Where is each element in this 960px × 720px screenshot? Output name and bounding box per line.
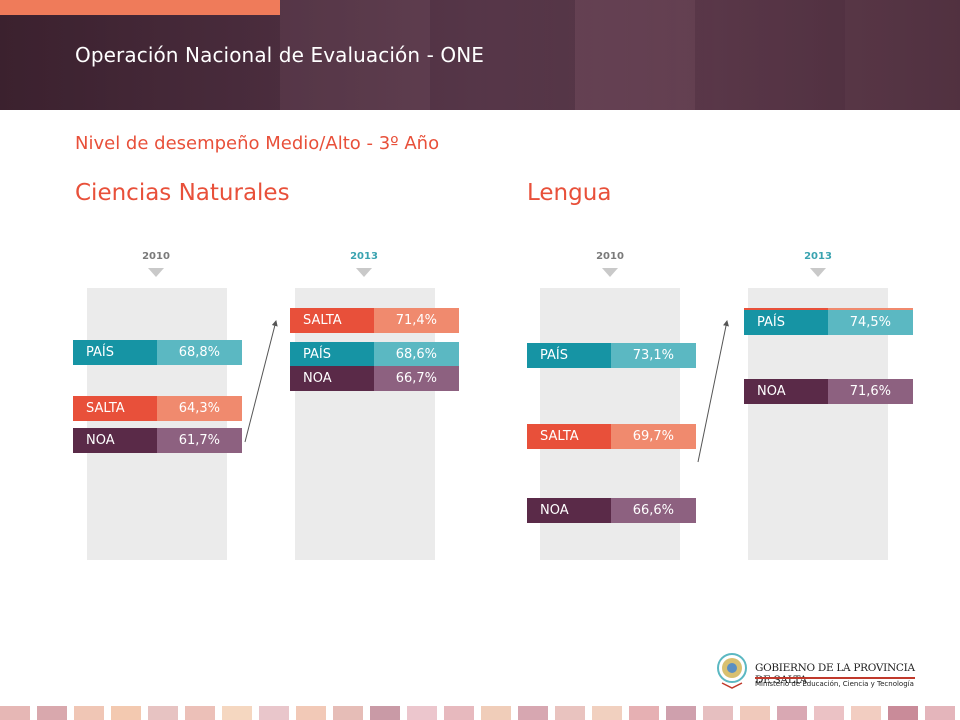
chart-title-lengua: Lengua — [527, 180, 612, 206]
footer-decor-block — [370, 706, 400, 720]
footer-decor-block — [0, 706, 30, 720]
bar-row-salta-2010: SALTA 64,3% — [73, 395, 242, 421]
subtitle: Nivel de desempeño Medio/Alto - 3º Año — [75, 133, 440, 154]
banner-accent-bar — [0, 0, 280, 15]
year-marker — [356, 268, 372, 277]
footer-decor-block — [925, 706, 955, 720]
banner-overlay — [0, 0, 960, 110]
bar-value: 71,6% — [828, 378, 913, 404]
footer-decor-strip — [0, 706, 960, 720]
footer-decor-block — [629, 706, 659, 720]
bar-value: 66,7% — [374, 365, 459, 391]
bar-value: 68,6% — [374, 342, 459, 368]
bar-value: 71,4% — [374, 307, 459, 333]
footer-decor-block — [259, 706, 289, 720]
bar-row-pais-2013: PAÍS 74,5% — [744, 309, 913, 335]
bar-value: 74,5% — [828, 309, 913, 335]
year-label-2013: 2013 — [804, 251, 832, 262]
column-bg — [87, 288, 227, 560]
salta-shield-icon — [717, 653, 747, 689]
page-title: Operación Nacional de Evaluación - ONE — [75, 43, 485, 67]
bar-row-pais-2010: PAÍS 73,1% — [527, 343, 696, 369]
footer-decor-block — [814, 706, 844, 720]
trend-arrow-ciencias — [244, 320, 278, 443]
bar-label: PAÍS — [73, 339, 157, 365]
footer-decor-block — [555, 706, 585, 720]
bar-row-pais-2010: PAÍS 68,8% — [73, 339, 242, 365]
ministry-name: Ministerio de Educación, Ciencia y Tecno… — [755, 680, 914, 688]
footer-decor-block — [296, 706, 326, 720]
column-bg — [295, 288, 435, 560]
footer-decor-block — [407, 706, 437, 720]
bar-label: SALTA — [527, 424, 611, 450]
footer-decor-block — [481, 706, 511, 720]
year-label-2010: 2010 — [142, 251, 170, 262]
footer-decor-block — [851, 706, 881, 720]
bar-label: PAÍS — [527, 343, 611, 369]
bar-label: NOA — [744, 378, 828, 404]
footer-decor-block — [518, 706, 548, 720]
bar-label: NOA — [73, 427, 157, 453]
bar-row-noa-2010: NOA 61,7% — [73, 427, 242, 453]
footer-decor-block — [222, 706, 252, 720]
footer-decor-block — [333, 706, 363, 720]
footer-decor-block — [185, 706, 215, 720]
bar-row-salta-2013: SALTA 71,4% — [290, 307, 459, 333]
bar-row-pais-2013: PAÍS 68,6% — [290, 342, 459, 368]
chart-title-ciencias: Ciencias Naturales — [75, 180, 290, 206]
footer-decor-block — [888, 706, 918, 720]
year-marker — [602, 268, 618, 277]
footer-decor-block — [444, 706, 474, 720]
footer-decor-block — [111, 706, 141, 720]
bar-value: 61,7% — [157, 427, 242, 453]
footer-decor-block — [703, 706, 733, 720]
bar-label: SALTA — [290, 307, 374, 333]
bar-label: PAÍS — [744, 309, 828, 335]
footer-decor-block — [592, 706, 622, 720]
trend-arrow-lengua — [697, 320, 729, 463]
bar-value: 73,1% — [611, 343, 696, 369]
year-marker — [810, 268, 826, 277]
bar-label: NOA — [290, 365, 374, 391]
footer-decor-block — [777, 706, 807, 720]
bar-label: SALTA — [73, 395, 157, 421]
government-logo: GOBIERNO DE LA PROVINCIA DE SALTA Minist… — [715, 650, 915, 690]
bar-label: PAÍS — [290, 342, 374, 368]
footer-decor-block — [74, 706, 104, 720]
footer-decor-block — [148, 706, 178, 720]
org-underline — [755, 677, 915, 679]
bar-label: NOA — [527, 497, 611, 523]
year-label-2013: 2013 — [350, 251, 378, 262]
bar-row-noa-2013: NOA 66,7% — [290, 365, 459, 391]
footer-decor-block — [37, 706, 67, 720]
bar-row-noa-2013: NOA 71,6% — [744, 378, 913, 404]
footer-decor-block — [666, 706, 696, 720]
footer-decor-block — [740, 706, 770, 720]
header-banner: Operación Nacional de Evaluación - ONE — [0, 0, 960, 110]
bar-value: 66,6% — [611, 497, 696, 523]
bar-value: 69,7% — [611, 424, 696, 450]
bar-row-salta-2010: SALTA 69,7% — [527, 424, 696, 450]
year-marker — [148, 268, 164, 277]
bar-row-noa-2010: NOA 66,6% — [527, 497, 696, 523]
bar-value: 68,8% — [157, 339, 242, 365]
year-label-2010: 2010 — [596, 251, 624, 262]
bar-value: 64,3% — [157, 395, 242, 421]
